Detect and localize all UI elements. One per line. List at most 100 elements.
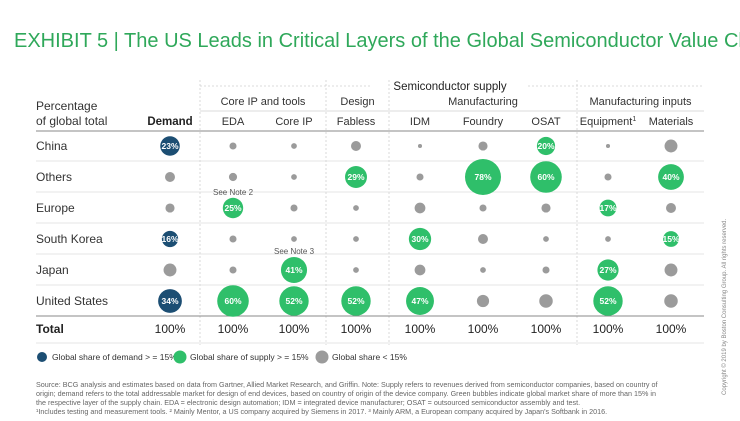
- bubble: [158, 289, 182, 313]
- bubble: [280, 256, 308, 284]
- total-value: 100%: [341, 322, 372, 336]
- superscript: 1: [632, 116, 636, 123]
- total-value: 100%: [593, 322, 624, 336]
- column-header: Materials: [649, 116, 694, 128]
- bubble: [664, 294, 678, 308]
- bubble-label: 23%: [161, 141, 178, 151]
- bubble: [542, 266, 550, 274]
- source-note: Source: BCG analysis and estimates based…: [36, 380, 716, 416]
- bubble: [599, 199, 617, 217]
- bubble: [541, 203, 551, 213]
- column-header: Fabless: [337, 116, 376, 128]
- row-label: Europe: [36, 201, 75, 215]
- bubble: [658, 164, 684, 190]
- bubble-label: 47%: [411, 296, 428, 306]
- bubble: [664, 263, 678, 277]
- bubble-label: 34%: [161, 296, 178, 306]
- bubble: [222, 197, 244, 219]
- source-line: Source: BCG analysis and estimates based…: [36, 380, 658, 389]
- total-value: 100%: [468, 322, 499, 336]
- bubble: [165, 203, 175, 213]
- group-label: Manufacturing: [448, 96, 518, 108]
- bubble: [290, 204, 298, 212]
- source-line: origin; demand refers to the total addre…: [36, 389, 656, 398]
- bubble: [604, 173, 612, 181]
- row-label: Japan: [36, 263, 69, 277]
- bubble: [478, 234, 488, 244]
- bubble: [543, 236, 549, 242]
- group-label: Manufacturing inputs: [589, 96, 692, 108]
- bubble-label: 41%: [285, 265, 302, 275]
- bubble: [217, 285, 249, 317]
- source-line: the respective layer of the supply chain…: [36, 398, 581, 407]
- bubble: [408, 227, 432, 251]
- total-value: 100%: [405, 322, 436, 336]
- bubble: [539, 294, 553, 308]
- bubble: [530, 161, 562, 193]
- bubble-label: 30%: [411, 234, 428, 244]
- column-header: IDM: [410, 116, 430, 128]
- bubble: [351, 141, 361, 151]
- bubble-label: 52%: [347, 296, 364, 306]
- bubble: [163, 263, 177, 277]
- bubble: [597, 259, 619, 281]
- bubble: [666, 203, 676, 213]
- bubble: [414, 202, 426, 214]
- bubble: [229, 142, 237, 150]
- total-value: 100%: [155, 322, 186, 336]
- bubble-label: 52%: [599, 296, 616, 306]
- column-header: OSAT: [531, 116, 560, 128]
- bubble: [291, 143, 297, 149]
- row-label: South Korea: [36, 232, 103, 246]
- legend-label: Global share of supply > = 15%: [190, 352, 309, 362]
- column-header: Core IP: [275, 116, 312, 128]
- row-header-line: of global total: [36, 114, 107, 128]
- supply-label: Semiconductor supply: [393, 81, 506, 93]
- row-label: China: [36, 139, 68, 153]
- bubble: [416, 173, 424, 181]
- bubble-label: 40%: [662, 172, 679, 182]
- group-label: Core IP and tools: [221, 96, 306, 108]
- page-title: EXHIBIT 5 | The US Leads in Critical Lay…: [14, 30, 740, 52]
- total-label: Total: [36, 322, 64, 336]
- bubble: [291, 236, 297, 242]
- column-header: Equipment1: [580, 116, 637, 128]
- bubble: [480, 267, 486, 273]
- bubble: [417, 143, 423, 149]
- bubble: [406, 287, 434, 315]
- bubble-label: 29%: [347, 172, 364, 182]
- bubble: [228, 172, 238, 182]
- legend-swatch: [315, 350, 329, 364]
- bubble: [341, 286, 371, 316]
- group-label: Design: [340, 96, 374, 108]
- legend-swatch: [173, 350, 187, 364]
- row-header-line: Percentage: [36, 99, 98, 113]
- bubble: [414, 264, 426, 276]
- bubble: [605, 236, 611, 242]
- legend-label: Global share of demand > = 15%: [52, 352, 177, 362]
- bubble-label: 60%: [537, 172, 554, 182]
- note-label: See Note 3: [274, 247, 315, 256]
- bubble-label: 27%: [599, 265, 616, 275]
- legend-swatch: [37, 352, 47, 362]
- bubble: [479, 204, 487, 212]
- bubble: [593, 286, 623, 316]
- bubble: [663, 231, 679, 247]
- bubble: [353, 205, 359, 211]
- bubble: [160, 136, 180, 156]
- bubble-label: 78%: [474, 172, 491, 182]
- bubble: [229, 266, 237, 274]
- bubble: [465, 159, 501, 195]
- column-header: EDA: [222, 116, 245, 128]
- bubble: [279, 286, 309, 316]
- column-header: Demand: [147, 116, 192, 128]
- total-value: 100%: [279, 322, 310, 336]
- bubble: [353, 236, 359, 242]
- bubble-label: 16%: [161, 234, 178, 244]
- bubble: [291, 174, 297, 180]
- bubble-label: 25%: [224, 203, 241, 213]
- column-header: Foundry: [463, 116, 504, 128]
- total-value: 100%: [218, 322, 249, 336]
- bubble: [165, 172, 175, 182]
